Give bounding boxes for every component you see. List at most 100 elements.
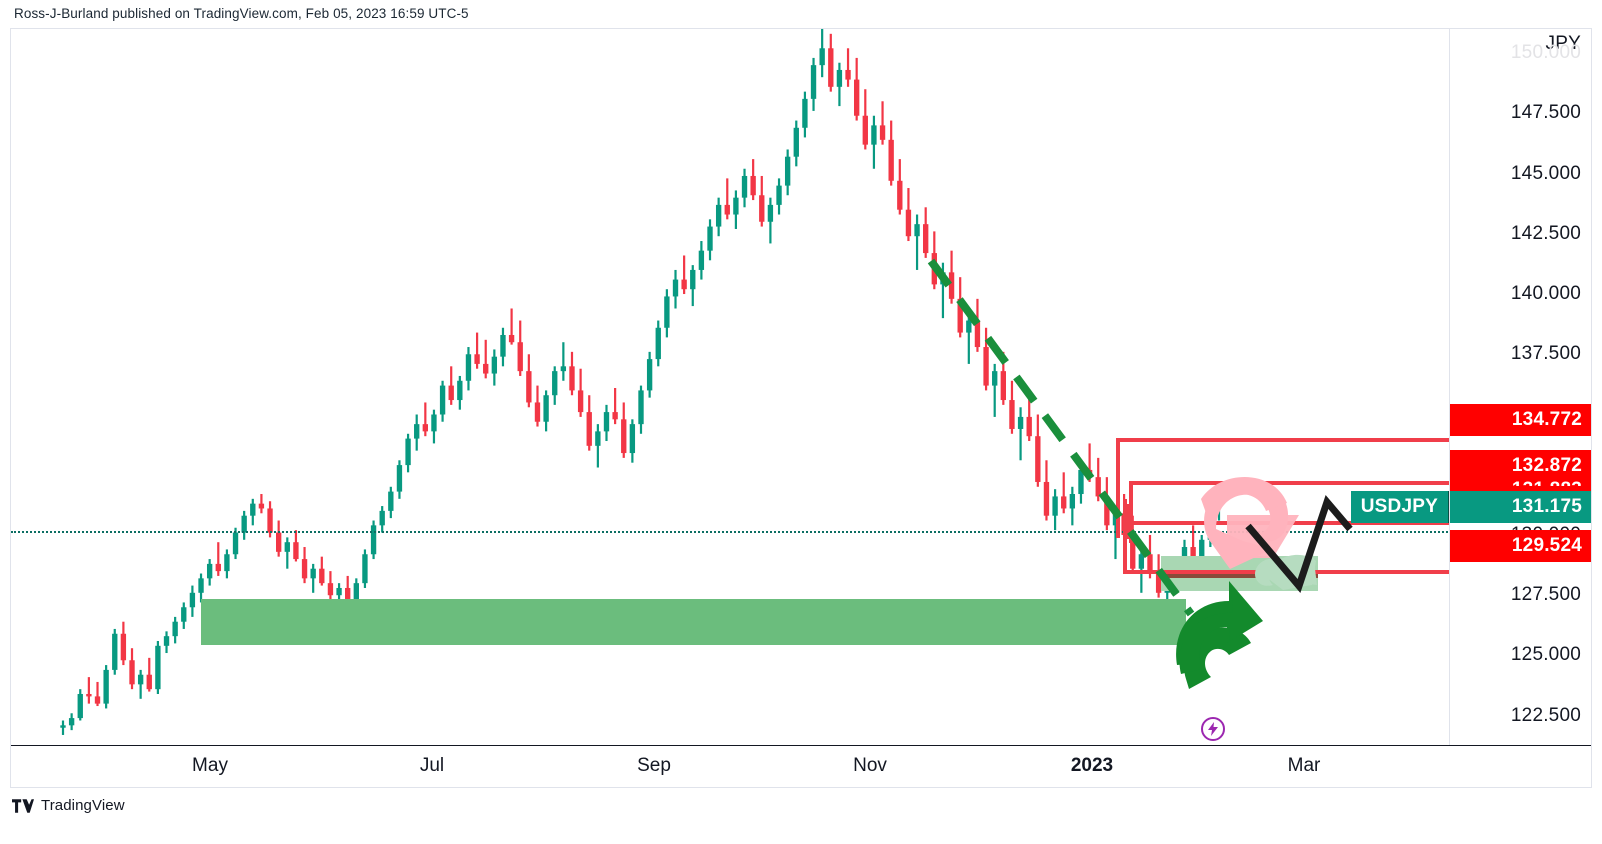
candlestick [534,402,541,422]
time-axis-tick: Mar [1287,755,1321,776]
candlestick [362,554,368,584]
candlestick [448,385,454,401]
candlestick [931,253,937,285]
candlestick [698,250,705,270]
candlestick [483,363,489,374]
level-price-tag[interactable]: 134.772 [1450,403,1591,436]
candlestick [603,412,610,432]
candlestick [163,636,170,646]
candlestick [103,669,109,704]
candlestick [715,204,722,227]
candlestick [621,419,627,454]
resistance-line-132-872-anchor [1116,438,1120,538]
candlestick [974,320,981,348]
candlestick [206,563,213,579]
current-price-tag[interactable]: 131.175 [1450,490,1591,523]
candlestick [1061,496,1067,509]
candlestick [948,272,955,299]
candlestick [923,224,929,254]
candlestick [586,412,592,446]
candlestick [336,587,342,596]
resistance-line-132-872[interactable] [1116,438,1451,442]
price-axis-tick: 142.500 [1510,222,1581,244]
lightning-bolt-icon[interactable] [1201,717,1225,741]
footer-branding: TradingView [12,797,125,814]
candlestick [301,559,308,579]
candlestick [439,385,446,415]
symbol-badge-label: USDJPY [1360,495,1438,517]
candlestick [137,674,144,685]
candlestick [776,185,782,205]
candlestick [198,578,204,593]
candlestick [897,180,903,210]
time-axis-tick: Sep [637,755,671,776]
candlestick [569,366,575,391]
chart-plot-area[interactable] [11,29,1451,747]
symbol-badge[interactable]: USDJPY [1350,490,1449,523]
candlestick [992,371,998,386]
candlestick [828,48,834,87]
candlestick [767,204,774,222]
candlestick [871,125,877,145]
candlestick [655,327,661,360]
candlestick [1199,539,1205,557]
candlestick [396,465,403,492]
candlestick [759,195,765,222]
candlestick [940,272,946,285]
candlestick [491,356,498,374]
candlestick [1138,554,1145,569]
candlestick [1086,469,1093,478]
candlestick [1026,416,1032,437]
candlestick [60,725,66,728]
time-axis-tick: Jul [419,755,445,776]
candlestick [552,371,558,396]
candlestick [879,125,886,140]
candlestick [672,279,679,297]
candlestick [189,592,196,608]
candlestick [724,204,730,215]
candlestick [612,412,618,420]
level-price-tag[interactable]: 129.524 [1450,530,1591,563]
support-line-129-524[interactable] [1123,570,1451,574]
candlestick [68,718,75,726]
price-axis-tick: 127.500 [1510,584,1581,606]
candlestick [888,139,894,181]
candlestick [750,175,756,196]
candlestick [146,674,152,690]
candlestick [1104,496,1110,526]
resistance-line-131-883[interactable] [1129,481,1451,485]
time-axis-tick: May [192,755,228,776]
candlestick [595,431,601,446]
candlestick [112,633,118,670]
candlestick [293,542,299,560]
time-axis-tick: 2023 [1070,755,1114,776]
candlestick [793,127,799,157]
candlestick [422,424,428,432]
candlestick [86,693,92,697]
price-axis-currency-label: JPY [1545,33,1581,54]
candlestick [224,554,230,572]
candlestick [258,503,265,509]
time-axis[interactable]: May Jul Sep Nov 2023 Mar [11,745,1591,787]
candlestick [388,491,394,511]
candlestick [810,65,817,99]
attribution-text: Ross-J-Burland published on TradingView.… [14,6,469,21]
candlestick [155,645,161,690]
candlestick [500,334,506,357]
price-axis-tick: 122.500 [1510,704,1581,726]
candlestick [215,563,221,572]
time-axis-tick: Nov [853,755,887,776]
green-minor-zone-midline [1161,573,1318,578]
candlestick [465,354,472,381]
price-axis[interactable]: JPY 150.000 147.500 145.000 142.500 140.000 1… [1449,29,1591,787]
candlestick [431,414,437,432]
candlestick [741,175,748,198]
candlestick [172,621,178,637]
candlestick [646,359,653,391]
candlestick [560,366,567,372]
price-axis-tick: 145.000 [1510,162,1581,184]
tradingview-brand-label: TradingView [41,797,125,814]
candlestick [517,342,523,372]
candlestick [845,69,851,80]
